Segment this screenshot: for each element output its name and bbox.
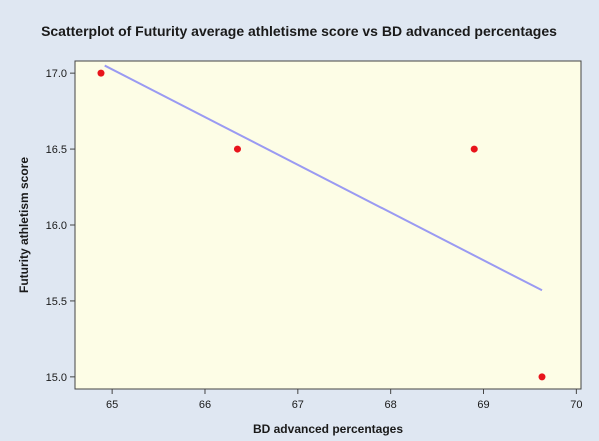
- y-axis-ticks: 15.0 15.5 16.0 16.5 17.0: [46, 68, 75, 384]
- data-point: [538, 373, 546, 381]
- x-tick-label: 70: [570, 399, 582, 411]
- x-axis-label: BD advanced percentages: [253, 422, 403, 436]
- y-tick-label: 16.5: [46, 144, 67, 156]
- plot-area: [74, 60, 582, 390]
- data-point: [233, 145, 241, 153]
- y-axis-label: Futurity athletism score: [17, 157, 31, 293]
- x-tick-label: 67: [292, 399, 304, 411]
- y-tick-label: 17.0: [46, 68, 67, 80]
- x-tick-label: 66: [199, 399, 211, 411]
- x-tick-label: 68: [385, 399, 397, 411]
- regression-line: [104, 64, 543, 292]
- data-point: [470, 145, 478, 153]
- x-axis-ticks: 65 66 67 68 69 70: [106, 389, 582, 411]
- data-point: [97, 69, 105, 77]
- y-tick-label: 16.0: [46, 220, 67, 232]
- data-points: [97, 69, 546, 381]
- x-tick-label: 65: [106, 399, 118, 411]
- y-tick-label: 15.0: [46, 372, 67, 384]
- x-tick-label: 69: [477, 399, 489, 411]
- y-tick-label: 15.5: [46, 296, 67, 308]
- chart-title: Scatterplot of Futurity average athletis…: [41, 23, 557, 39]
- fit-line-layer: [104, 64, 543, 292]
